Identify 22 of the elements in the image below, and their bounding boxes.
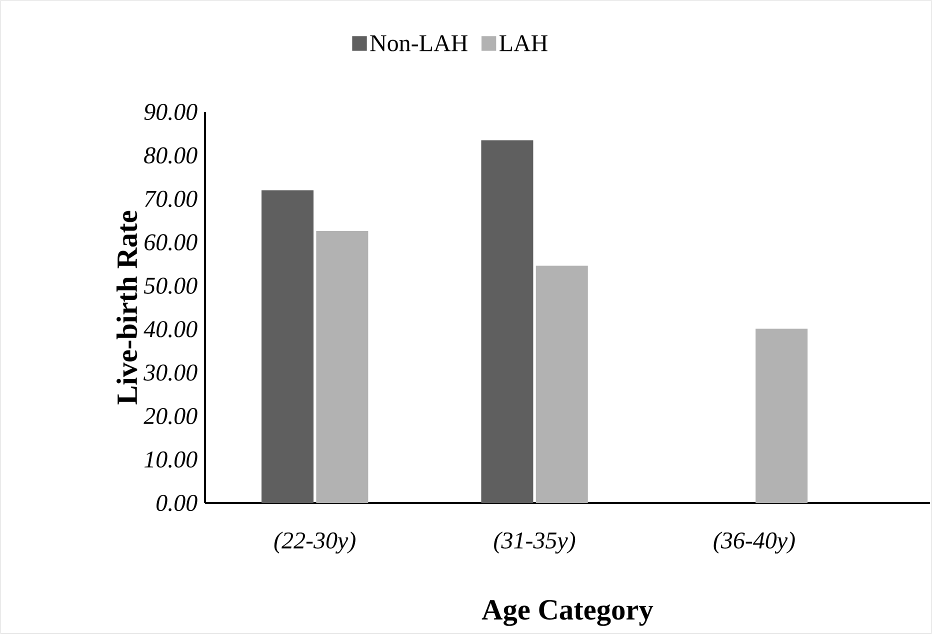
x-tick-label: (31-35y) — [494, 532, 576, 554]
y-tick-label: 50.00 — [144, 278, 198, 294]
y-tick-label: 70.00 — [145, 190, 198, 208]
y-axis-title: Live-birth Rate — [116, 210, 138, 404]
y-tick-label: 30.00 — [144, 364, 198, 381]
x-axis-title: Age Category — [482, 600, 654, 626]
y-tick-label: 80.00 — [144, 147, 198, 164]
bar — [316, 231, 368, 503]
bar — [262, 190, 314, 503]
y-tick-label: 40.00 — [144, 321, 198, 338]
legend-label: Non-LAH — [370, 35, 468, 52]
x-tick-label: (36-40y) — [714, 532, 795, 554]
y-tick-label: 60.00 — [144, 234, 198, 250]
y-tick-label: 20.00 — [144, 408, 198, 424]
bar — [481, 140, 534, 503]
y-tick-label: 90.00 — [144, 104, 198, 120]
legend-label: LAH — [500, 35, 548, 52]
bar — [756, 328, 808, 503]
y-tick-label: 0.00 — [156, 494, 198, 512]
x-tick-label: (22-30y) — [274, 532, 356, 554]
bar — [536, 266, 588, 503]
y-tick-label: 10.00 — [144, 451, 198, 468]
